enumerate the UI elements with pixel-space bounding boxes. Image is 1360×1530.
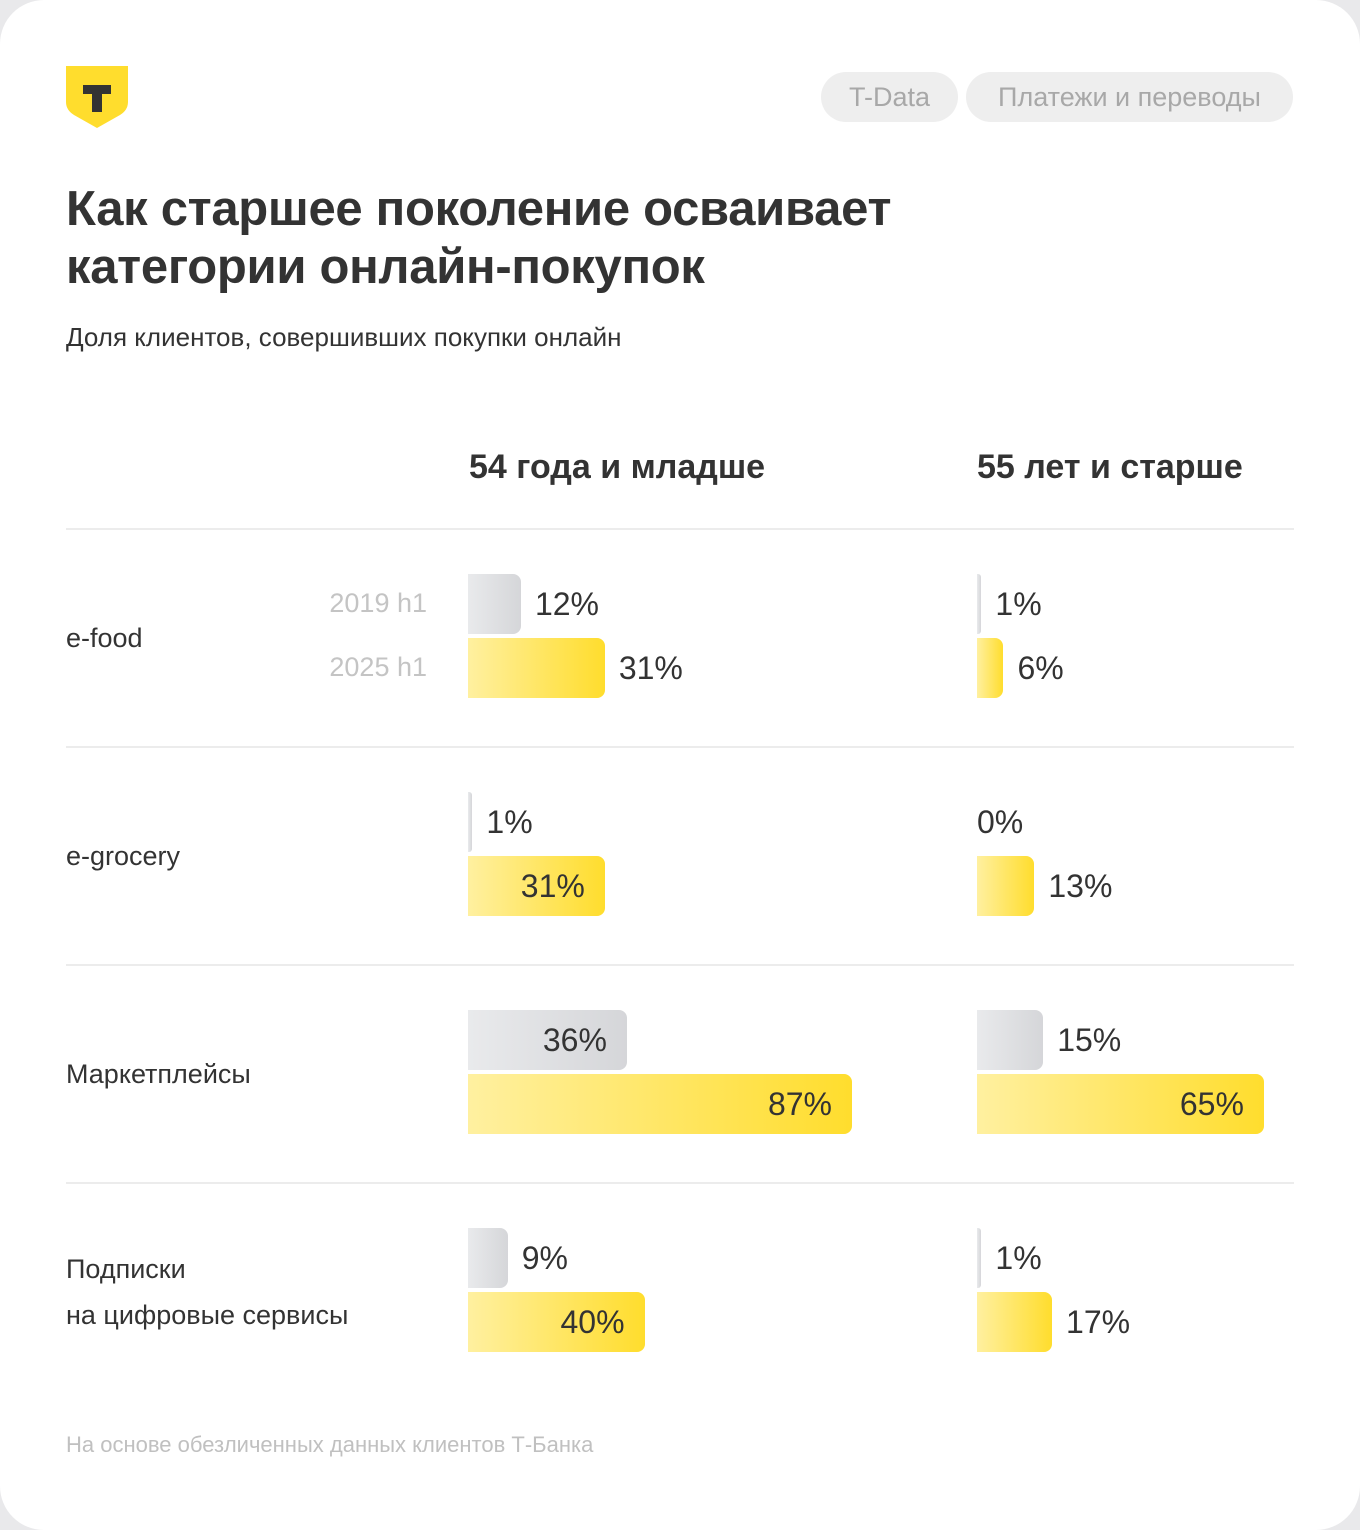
value-label: 13% xyxy=(1048,868,1113,904)
row-separator xyxy=(66,528,1294,530)
bar-grey xyxy=(977,574,982,634)
bar-grey xyxy=(977,1010,1044,1070)
series-label: 2019 h1 xyxy=(329,588,427,618)
category-label: Подписки xyxy=(66,1254,186,1284)
category-label: Маркетплейсы xyxy=(66,1059,251,1089)
bar-grey xyxy=(468,1010,627,1070)
value-label: 17% xyxy=(1066,1304,1131,1340)
panel-header-young: 54 года и младше xyxy=(469,448,766,486)
bar-grey xyxy=(468,574,521,634)
tag-payments[interactable]: Платежи и переводы xyxy=(966,72,1293,122)
value-label: 31% xyxy=(520,868,585,904)
row-separator xyxy=(66,746,1294,748)
value-label: 12% xyxy=(534,586,599,622)
value-label: 6% xyxy=(1017,650,1064,686)
value-label: 1% xyxy=(486,804,533,840)
bar-yellow xyxy=(468,1074,852,1134)
row-separator xyxy=(66,964,1294,966)
category-label: на цифровые сервисы xyxy=(66,1300,349,1330)
value-label: 0% xyxy=(977,804,1024,840)
bar-grey xyxy=(977,1228,982,1288)
value-label: 9% xyxy=(521,1240,568,1276)
series-label: 2025 h1 xyxy=(329,652,427,682)
bar-yellow xyxy=(977,1074,1264,1134)
value-label: 1% xyxy=(995,586,1042,622)
value-label: 65% xyxy=(1179,1086,1244,1122)
footnote: На основе обезличенных данных клиентов Т… xyxy=(66,1432,594,1457)
bar-yellow xyxy=(977,856,1035,916)
panel-header-old: 55 лет и старше xyxy=(977,448,1243,486)
bar-yellow xyxy=(468,638,605,698)
value-label: 15% xyxy=(1057,1022,1122,1058)
value-label: 36% xyxy=(542,1022,607,1058)
row-separator xyxy=(66,1182,1294,1184)
bar-yellow xyxy=(468,1292,645,1352)
category-label: e-grocery xyxy=(66,841,181,871)
value-label: 1% xyxy=(995,1240,1042,1276)
bar-grey xyxy=(468,792,473,852)
value-label: 31% xyxy=(618,650,683,686)
t-bank-logo-icon xyxy=(66,66,128,128)
bar-yellow xyxy=(468,856,605,916)
tag-t-data[interactable]: T-Data xyxy=(821,72,958,122)
chart-title: Как старшее поколение осваивает категори… xyxy=(66,182,892,294)
chart-subtitle: Доля клиентов, совершивших покупки онлай… xyxy=(66,322,622,352)
category-label: e-food xyxy=(66,623,143,653)
bar-grey xyxy=(468,1228,508,1288)
bar-yellow xyxy=(977,1292,1053,1352)
value-label: 40% xyxy=(560,1304,625,1340)
bar-yellow xyxy=(977,638,1004,698)
value-label: 87% xyxy=(767,1086,832,1122)
